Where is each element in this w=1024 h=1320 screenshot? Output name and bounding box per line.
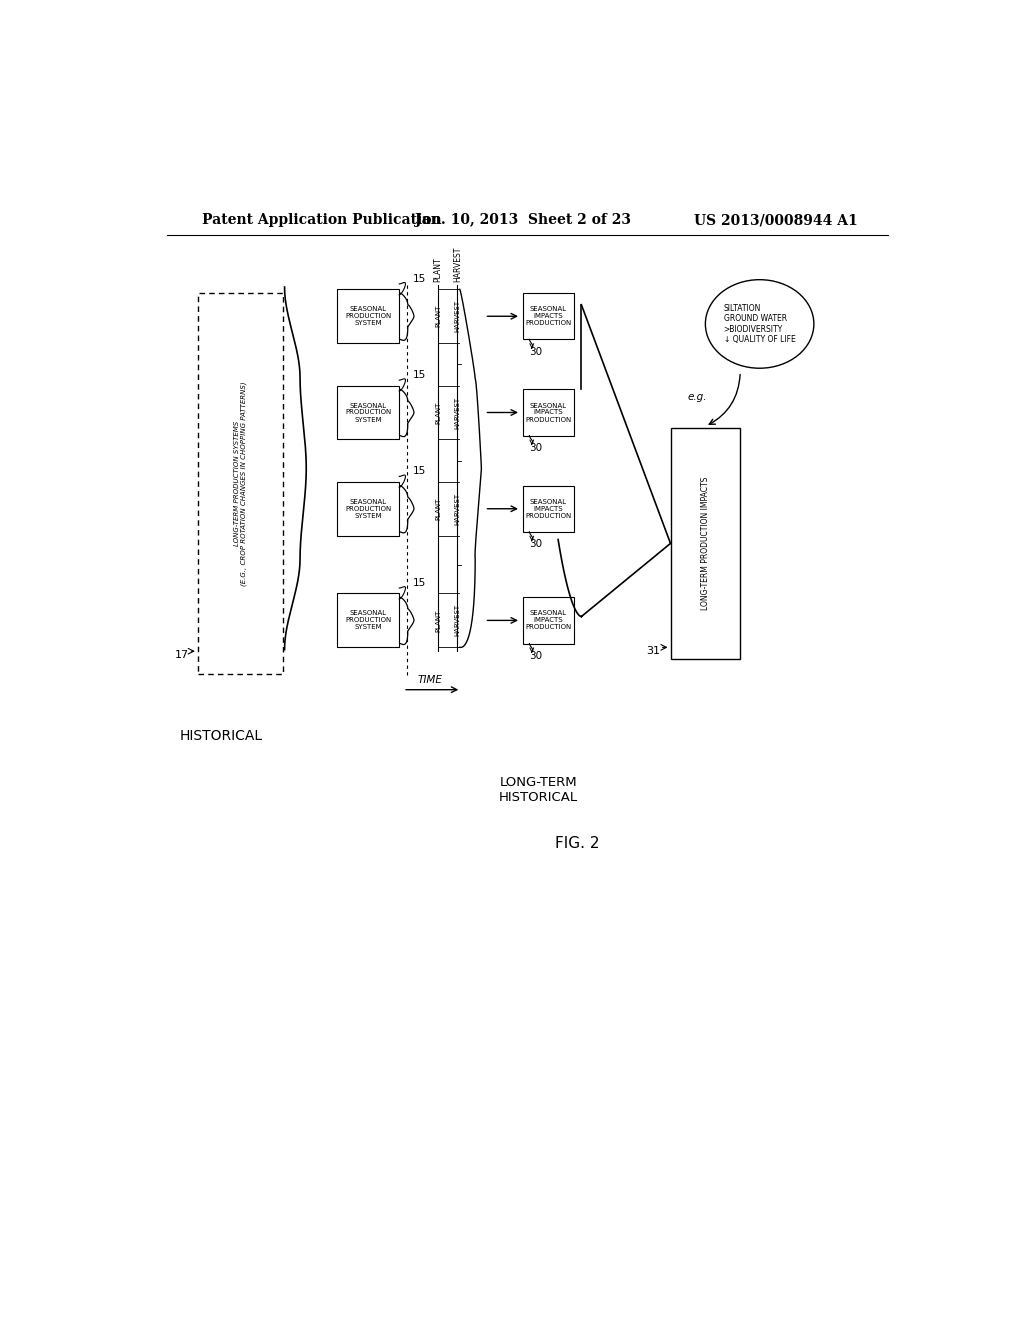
Text: 31: 31 bbox=[646, 647, 660, 656]
Text: US 2013/0008944 A1: US 2013/0008944 A1 bbox=[693, 213, 857, 227]
Text: SEASONAL
IMPACTS
PRODUCTION: SEASONAL IMPACTS PRODUCTION bbox=[525, 403, 571, 422]
Text: PLANT: PLANT bbox=[435, 498, 441, 520]
Text: HARVEST: HARVEST bbox=[455, 396, 461, 429]
Text: e.g.: e.g. bbox=[688, 392, 708, 403]
Text: Patent Application Publication: Patent Application Publication bbox=[202, 213, 441, 227]
Bar bbox=[337, 385, 399, 440]
Bar bbox=[337, 289, 399, 343]
Text: SEASONAL
PRODUCTION
SYSTEM: SEASONAL PRODUCTION SYSTEM bbox=[345, 403, 391, 422]
Bar bbox=[671, 428, 740, 659]
Text: PLANT: PLANT bbox=[435, 305, 441, 327]
Text: SEASONAL
IMPACTS
PRODUCTION: SEASONAL IMPACTS PRODUCTION bbox=[525, 499, 571, 519]
Bar bbox=[523, 293, 573, 339]
Text: HARVEST: HARVEST bbox=[455, 300, 461, 333]
Text: LONG-TERM PRODUCTION IMPACTS: LONG-TERM PRODUCTION IMPACTS bbox=[700, 477, 710, 610]
Text: 30: 30 bbox=[529, 539, 543, 549]
Text: 15: 15 bbox=[413, 578, 426, 587]
Text: SEASONAL
PRODUCTION
SYSTEM: SEASONAL PRODUCTION SYSTEM bbox=[345, 499, 391, 519]
Ellipse shape bbox=[706, 280, 814, 368]
Text: 15: 15 bbox=[413, 466, 426, 477]
Bar bbox=[198, 293, 283, 675]
Text: SEASONAL
IMPACTS
PRODUCTION: SEASONAL IMPACTS PRODUCTION bbox=[525, 610, 571, 631]
Bar bbox=[523, 389, 573, 436]
Bar bbox=[523, 486, 573, 532]
Text: HARVEST: HARVEST bbox=[453, 247, 462, 281]
Text: LONG-TERM
HISTORICAL: LONG-TERM HISTORICAL bbox=[499, 776, 579, 804]
Text: PLANT: PLANT bbox=[435, 401, 441, 424]
Text: Jan. 10, 2013  Sheet 2 of 23: Jan. 10, 2013 Sheet 2 of 23 bbox=[415, 213, 631, 227]
Text: SILTATION
GROUND WATER
>BIODIVERSITY
↓ QUALITY OF LIFE: SILTATION GROUND WATER >BIODIVERSITY ↓ Q… bbox=[724, 304, 796, 345]
Bar bbox=[523, 597, 573, 644]
Text: PLANT: PLANT bbox=[433, 257, 442, 281]
Text: 15: 15 bbox=[413, 370, 426, 380]
Text: 15: 15 bbox=[413, 273, 426, 284]
Text: FIG. 2: FIG. 2 bbox=[555, 836, 600, 851]
Bar bbox=[337, 482, 399, 536]
Text: 30: 30 bbox=[529, 347, 543, 356]
Text: HARVEST: HARVEST bbox=[455, 492, 461, 525]
Text: SEASONAL
PRODUCTION
SYSTEM: SEASONAL PRODUCTION SYSTEM bbox=[345, 610, 391, 631]
Text: 30: 30 bbox=[529, 444, 543, 453]
Text: 17: 17 bbox=[175, 649, 189, 660]
Text: 30: 30 bbox=[529, 651, 543, 661]
Text: TIME: TIME bbox=[418, 676, 442, 685]
Text: PLANT: PLANT bbox=[435, 610, 441, 631]
Text: HISTORICAL: HISTORICAL bbox=[179, 729, 262, 743]
Text: SEASONAL
IMPACTS
PRODUCTION: SEASONAL IMPACTS PRODUCTION bbox=[525, 306, 571, 326]
Bar bbox=[337, 594, 399, 647]
Text: SEASONAL
PRODUCTION
SYSTEM: SEASONAL PRODUCTION SYSTEM bbox=[345, 306, 391, 326]
Text: HARVEST: HARVEST bbox=[455, 605, 461, 636]
Text: LONG-TERM PRODUCTION SYSTEMS
(E.G., CROP ROTATION CHANGES IN CHOPPING PATTERNS): LONG-TERM PRODUCTION SYSTEMS (E.G., CROP… bbox=[233, 381, 247, 586]
